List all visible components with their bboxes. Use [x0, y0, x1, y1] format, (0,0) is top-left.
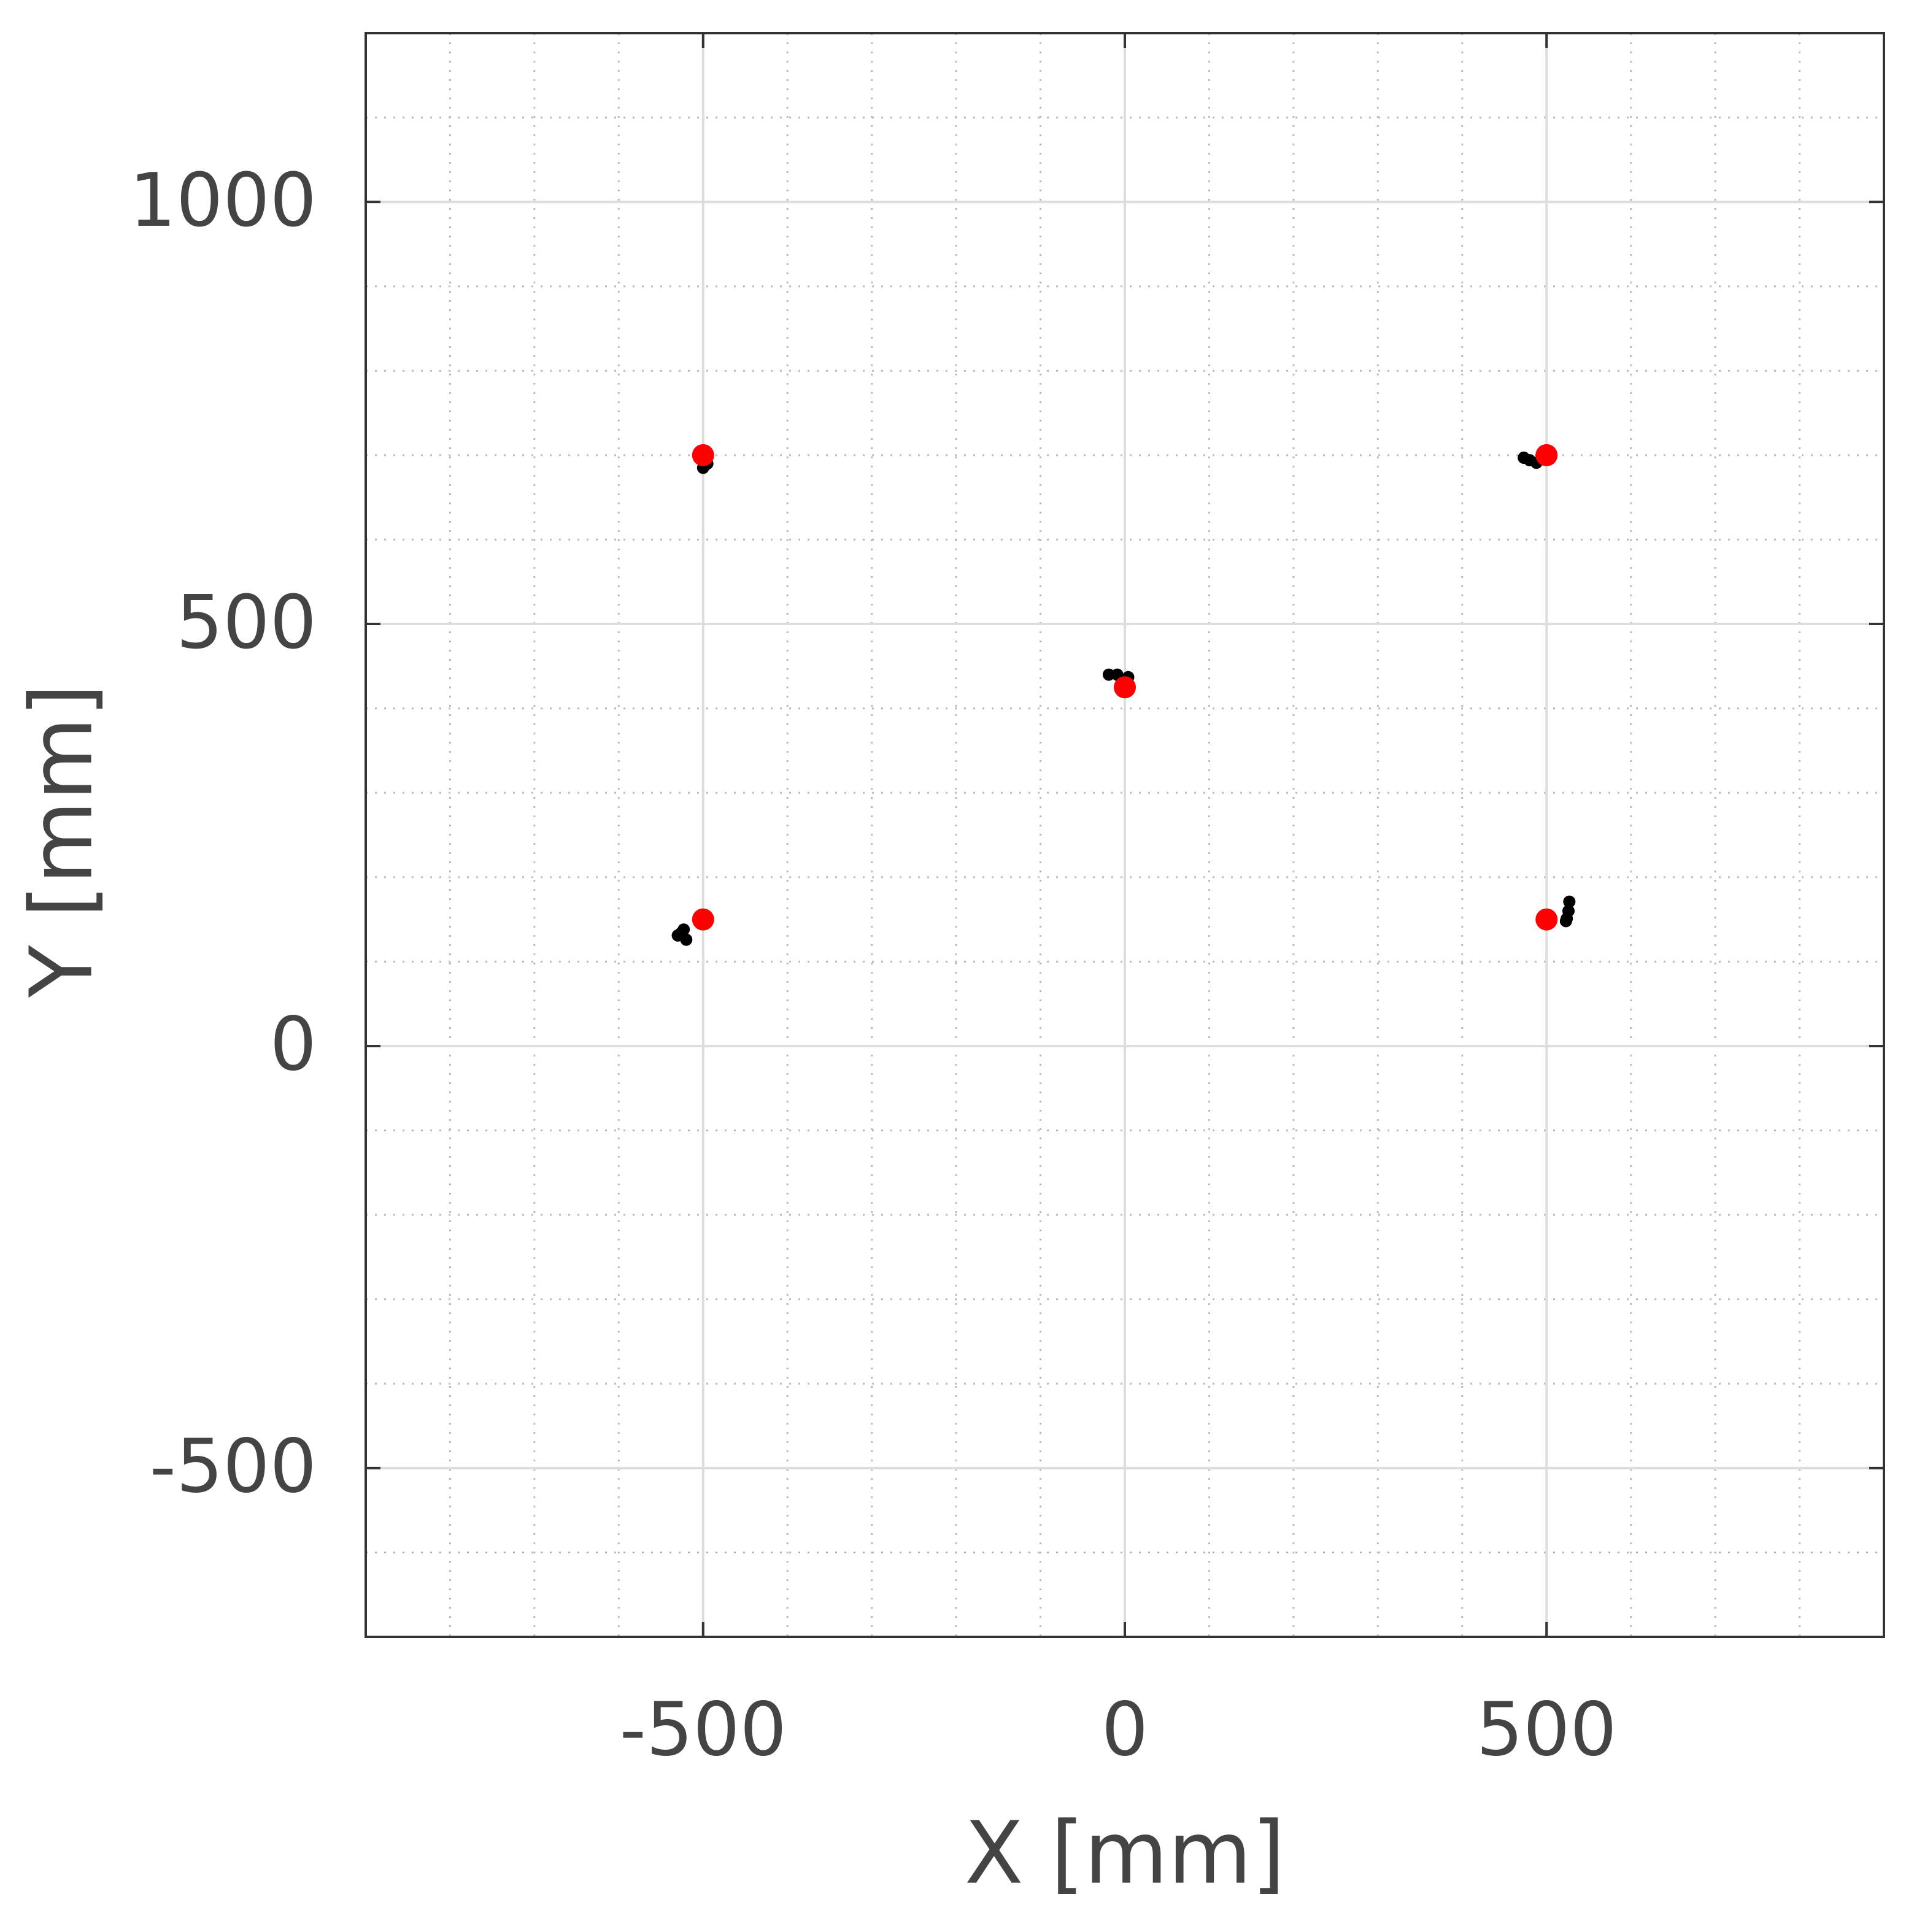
data-point	[1535, 908, 1558, 931]
data-point	[1562, 904, 1575, 917]
data-point	[692, 908, 714, 931]
x-axis-label: X [mm]	[965, 1804, 1285, 1904]
x-tick-label: 0	[1102, 1688, 1148, 1773]
data-point	[1114, 676, 1136, 699]
y-axis-label: Y [mm]	[12, 683, 112, 998]
y-tick-label: 500	[176, 580, 317, 666]
y-tick-label: -500	[150, 1425, 317, 1510]
data-point	[692, 444, 714, 466]
data-point	[1559, 915, 1572, 928]
data-point	[1563, 895, 1576, 908]
data-point	[1535, 444, 1558, 466]
y-tick-label: 0	[270, 1003, 317, 1088]
x-tick-label: 500	[1476, 1688, 1617, 1773]
data-point	[1102, 668, 1115, 681]
data-point	[675, 926, 688, 939]
plot-frame	[365, 32, 1885, 1638]
y-tick-label: 1000	[129, 158, 317, 244]
x-tick-label: -500	[620, 1688, 787, 1773]
